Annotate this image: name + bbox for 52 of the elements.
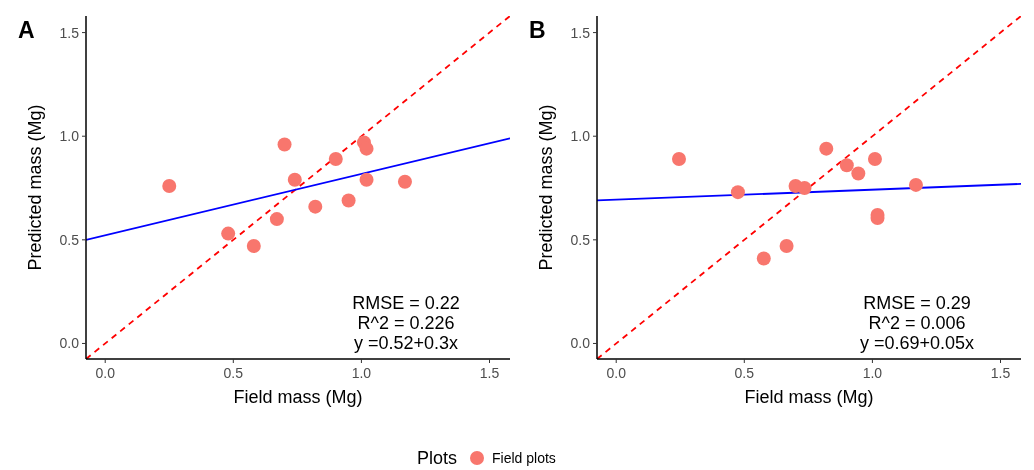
point [287, 172, 302, 187]
point [671, 152, 686, 166]
point [269, 212, 284, 227]
point [308, 199, 323, 214]
point [341, 193, 356, 208]
x-axis-title: Field mass (Mg) [744, 387, 874, 407]
x-tick-label: 1.5 [990, 365, 1011, 381]
x-tick-label: 0.0 [95, 365, 116, 381]
y-tick-label: 1.5 [570, 24, 591, 41]
legend-label: Field plots [492, 450, 556, 466]
point [839, 158, 854, 173]
point [359, 141, 374, 156]
y-tick-label: 1.0 [59, 128, 80, 145]
annotation: RMSE = 0.29 [863, 293, 971, 313]
legend-title: Plots [416, 448, 457, 468]
y-tick-label: 0.0 [570, 335, 591, 352]
x-tick-label: 1.0 [862, 365, 883, 381]
point [730, 185, 745, 200]
y-tick-label: 0.5 [59, 231, 80, 248]
point [797, 181, 812, 196]
point [246, 239, 261, 254]
x-tick-label: 0.0 [606, 365, 627, 381]
annotation: y =0.69+0.05x [859, 333, 975, 353]
annotation: y =0.52+0.3x [353, 333, 459, 353]
point [867, 152, 882, 166]
chart-title: A [18, 17, 35, 43]
point [756, 251, 771, 266]
annotation: R^2 = 0.226 [357, 313, 455, 333]
point [397, 174, 412, 189]
x-tick-label: 0.5 [223, 365, 244, 381]
point [221, 226, 236, 241]
point [851, 166, 866, 181]
y-tick-label: 0.0 [59, 335, 80, 352]
y-tick-label: 1.0 [570, 128, 591, 145]
annotation: R^2 = 0.006 [868, 313, 966, 333]
point [779, 239, 794, 254]
point [328, 152, 343, 166]
point [819, 141, 834, 156]
x-tick-label: 0.5 [734, 365, 755, 381]
point [277, 137, 292, 152]
point [162, 178, 177, 193]
x-axis-title: Field mass (Mg) [233, 387, 363, 407]
y-axis-title: Predicted mass (Mg) [536, 104, 556, 271]
point [359, 172, 374, 187]
y-tick-label: 1.5 [59, 24, 80, 41]
annotation: RMSE = 0.22 [352, 293, 460, 313]
x-tick-label: 1.0 [351, 365, 372, 381]
x-tick-label: 1.5 [479, 365, 500, 381]
y-axis-title: Predicted mass (Mg) [25, 104, 45, 271]
point [908, 177, 923, 192]
chart-title: B [529, 17, 546, 43]
y-tick-label: 0.5 [570, 231, 591, 248]
